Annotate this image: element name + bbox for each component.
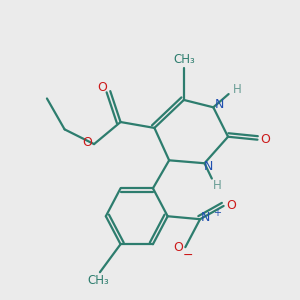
Text: O: O <box>260 133 270 146</box>
Text: O: O <box>173 241 183 254</box>
Text: CH₃: CH₃ <box>173 53 195 66</box>
Text: O: O <box>97 81 107 94</box>
Text: CH₃: CH₃ <box>88 274 109 287</box>
Text: H: H <box>213 179 222 192</box>
Text: O: O <box>226 200 236 212</box>
Text: −: − <box>182 249 193 262</box>
Text: N: N <box>215 98 224 111</box>
Text: H: H <box>233 83 242 96</box>
Text: O: O <box>82 136 92 149</box>
Text: +: + <box>213 208 221 218</box>
Text: N: N <box>204 160 214 173</box>
Text: N: N <box>201 211 210 224</box>
